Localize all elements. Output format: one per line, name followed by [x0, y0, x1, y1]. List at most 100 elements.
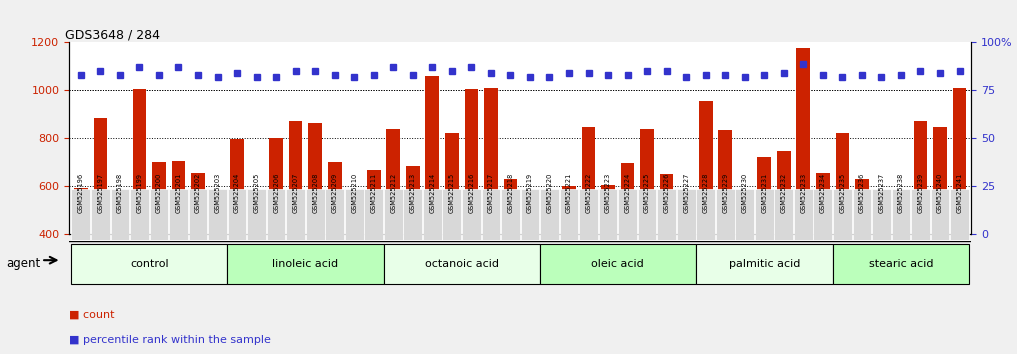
FancyBboxPatch shape	[345, 189, 364, 240]
Text: oleic acid: oleic acid	[592, 259, 644, 269]
Text: palmitic acid: palmitic acid	[728, 259, 800, 269]
FancyBboxPatch shape	[462, 189, 481, 240]
FancyBboxPatch shape	[521, 189, 539, 240]
FancyBboxPatch shape	[872, 189, 891, 240]
FancyBboxPatch shape	[149, 189, 169, 240]
Text: GSM525203: GSM525203	[215, 173, 221, 213]
FancyBboxPatch shape	[442, 189, 462, 240]
Text: GSM525232: GSM525232	[781, 173, 787, 213]
FancyBboxPatch shape	[92, 189, 110, 240]
Text: octanoic acid: octanoic acid	[425, 259, 498, 269]
Text: GSM525213: GSM525213	[410, 173, 416, 213]
Bar	[74, 188, 87, 234]
Bar	[894, 199, 908, 234]
Text: GSM525239: GSM525239	[917, 173, 923, 213]
Bar	[660, 174, 673, 234]
Text: GSM525209: GSM525209	[332, 173, 338, 213]
Text: ■ count: ■ count	[69, 310, 115, 320]
Bar	[875, 202, 888, 234]
Bar	[113, 190, 127, 234]
Bar	[718, 130, 732, 234]
Text: GSM525238: GSM525238	[898, 173, 904, 213]
Text: GSM525208: GSM525208	[312, 173, 318, 213]
Text: GSM525236: GSM525236	[859, 173, 864, 213]
Text: GSM525200: GSM525200	[156, 173, 162, 213]
FancyBboxPatch shape	[423, 189, 441, 240]
Text: agent: agent	[6, 257, 41, 270]
FancyBboxPatch shape	[950, 189, 969, 240]
FancyBboxPatch shape	[71, 244, 228, 285]
Text: control: control	[130, 259, 169, 269]
Text: GSM525198: GSM525198	[117, 173, 123, 213]
Text: GSM525215: GSM525215	[448, 173, 455, 213]
Bar	[425, 76, 439, 234]
Bar	[934, 127, 947, 234]
Bar	[270, 138, 283, 234]
FancyBboxPatch shape	[657, 189, 676, 240]
Text: GSM525241: GSM525241	[957, 173, 962, 213]
FancyBboxPatch shape	[697, 189, 715, 240]
Text: GSM525235: GSM525235	[839, 173, 845, 213]
FancyBboxPatch shape	[638, 189, 657, 240]
Bar	[796, 48, 811, 234]
Bar	[562, 186, 576, 234]
FancyBboxPatch shape	[814, 189, 832, 240]
FancyBboxPatch shape	[559, 189, 579, 240]
FancyBboxPatch shape	[833, 244, 969, 285]
Text: GSM525196: GSM525196	[78, 173, 83, 213]
FancyBboxPatch shape	[404, 189, 422, 240]
Bar	[913, 121, 928, 234]
FancyBboxPatch shape	[774, 189, 793, 240]
FancyBboxPatch shape	[188, 189, 207, 240]
Text: GSM525225: GSM525225	[644, 173, 650, 213]
Text: GSM525227: GSM525227	[683, 173, 690, 213]
FancyBboxPatch shape	[852, 189, 872, 240]
Text: GSM525212: GSM525212	[391, 173, 397, 213]
Text: GSM525220: GSM525220	[546, 173, 552, 213]
Bar	[523, 199, 537, 234]
Bar	[484, 88, 497, 234]
Text: GSM525210: GSM525210	[351, 173, 357, 213]
Text: GSM525223: GSM525223	[605, 173, 611, 213]
Bar	[582, 127, 595, 234]
FancyBboxPatch shape	[286, 189, 305, 240]
FancyBboxPatch shape	[306, 189, 324, 240]
Bar	[445, 133, 459, 234]
Bar	[327, 162, 342, 234]
FancyBboxPatch shape	[364, 189, 383, 240]
Text: GSM525207: GSM525207	[293, 173, 299, 213]
Text: ■ percentile rank within the sample: ■ percentile rank within the sample	[69, 335, 272, 345]
Bar	[758, 157, 771, 234]
FancyBboxPatch shape	[696, 244, 833, 285]
Text: GSM525234: GSM525234	[820, 173, 826, 213]
Bar	[953, 88, 966, 234]
FancyBboxPatch shape	[266, 189, 286, 240]
Bar	[289, 121, 302, 234]
Bar	[679, 199, 693, 234]
Text: GSM525226: GSM525226	[664, 173, 669, 213]
Text: GSM525199: GSM525199	[136, 173, 142, 213]
FancyBboxPatch shape	[892, 189, 910, 240]
Bar	[855, 179, 869, 234]
Bar	[367, 170, 380, 234]
FancyBboxPatch shape	[111, 189, 129, 240]
Text: GSM525240: GSM525240	[937, 173, 943, 213]
FancyBboxPatch shape	[833, 189, 852, 240]
FancyBboxPatch shape	[931, 189, 949, 240]
Text: GSM525219: GSM525219	[527, 173, 533, 213]
Bar	[641, 129, 654, 234]
Text: GSM525214: GSM525214	[429, 173, 435, 213]
Bar	[738, 199, 752, 234]
Text: GSM525202: GSM525202	[195, 173, 201, 213]
Bar	[465, 89, 478, 234]
Text: GSM525221: GSM525221	[566, 173, 572, 213]
FancyBboxPatch shape	[755, 189, 774, 240]
FancyBboxPatch shape	[735, 189, 755, 240]
Bar	[250, 195, 263, 234]
Text: GDS3648 / 284: GDS3648 / 284	[65, 28, 160, 41]
FancyBboxPatch shape	[579, 189, 598, 240]
Text: GSM525197: GSM525197	[98, 173, 104, 213]
Text: GSM525224: GSM525224	[624, 173, 631, 213]
Bar	[620, 163, 635, 234]
Text: GSM525217: GSM525217	[488, 173, 494, 213]
